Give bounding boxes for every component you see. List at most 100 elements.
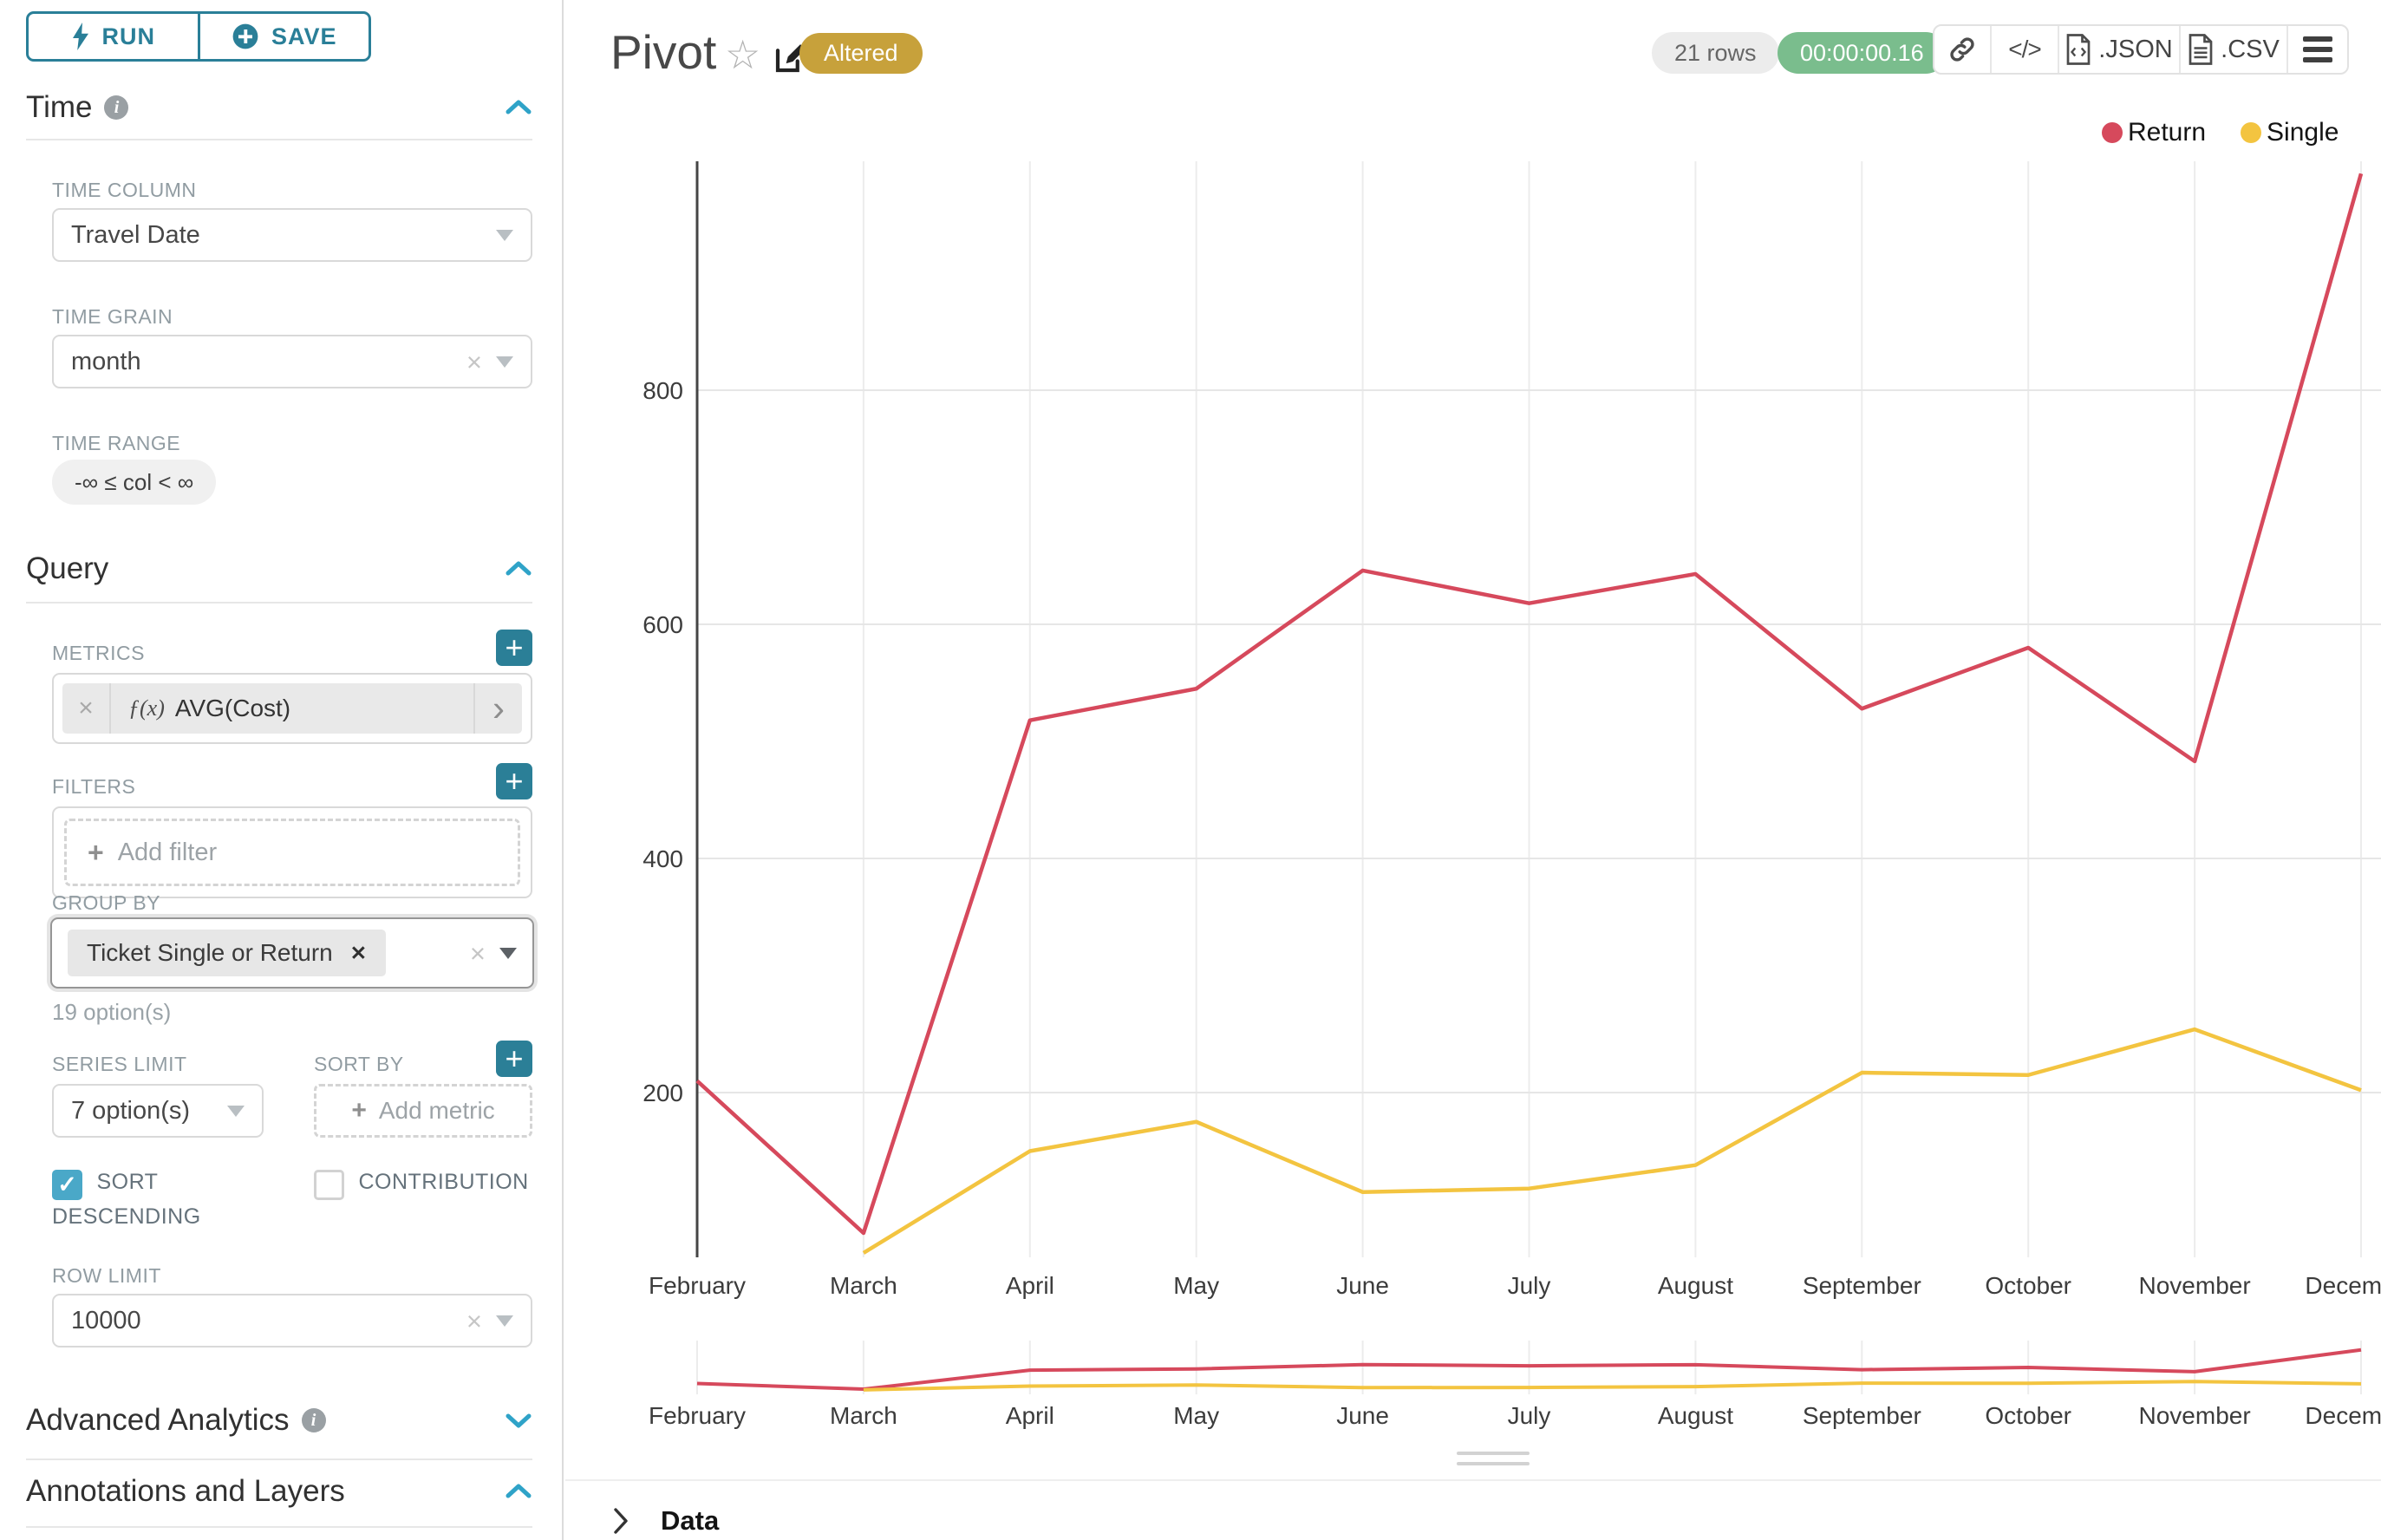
x-axis-month-label: April — [1006, 1272, 1054, 1299]
chart-actions-toolbar: </> .JSON .CSV — [1933, 24, 2349, 75]
add-sort-metric-plus-button[interactable]: + — [496, 1041, 532, 1077]
export-json-label: .JSON — [2098, 35, 2173, 63]
clear-icon[interactable]: × — [466, 346, 482, 377]
preview-month-label: April — [1006, 1402, 1054, 1429]
brush-drag-handle[interactable] — [1457, 1452, 1530, 1472]
menu-icon — [2303, 36, 2332, 62]
time-range-pill[interactable]: -∞ ≤ col < ∞ — [52, 460, 217, 505]
share-link-button[interactable] — [1934, 26, 1990, 73]
y-axis-tick-label: 200 — [643, 1080, 683, 1106]
chart-legend: Return Single — [2102, 118, 2339, 147]
remove-metric-icon[interactable]: × — [78, 694, 94, 722]
group-by-options-hint: 19 option(s) — [52, 999, 172, 1025]
preview-month-label: May — [1173, 1402, 1219, 1429]
more-options-button[interactable] — [2286, 26, 2347, 73]
chevron-up-icon[interactable] — [505, 1483, 532, 1500]
export-csv-label: .CSV — [2221, 35, 2280, 63]
run-button-label: RUN — [101, 23, 155, 49]
checkbox-empty-icon[interactable] — [314, 1170, 344, 1201]
section-divider — [26, 602, 532, 604]
group-by-value: Ticket Single or Return — [87, 939, 333, 966]
link-icon — [1950, 37, 1974, 62]
series-limit-select[interactable]: 7 option(s) — [52, 1084, 264, 1138]
sort-by-add-metric-button[interactable]: + Add metric — [314, 1084, 532, 1138]
plus-icon: + — [505, 630, 524, 665]
add-filter-plus-button[interactable]: + — [496, 763, 532, 799]
query-duration-badge: 00:00:00.16 — [1778, 32, 1947, 74]
sort-by-label: SORT BY — [314, 1053, 404, 1075]
time-section-header[interactable]: Time i — [26, 90, 532, 125]
time-grain-value: month — [71, 347, 141, 375]
remove-value-icon[interactable]: ✕ — [349, 941, 368, 964]
embed-code-button[interactable]: </> — [1990, 26, 2058, 73]
legend-item-return[interactable]: Return — [2102, 118, 2206, 147]
legend-item-single[interactable]: Single — [2241, 118, 2339, 147]
section-divider — [26, 1526, 532, 1528]
add-metric-plus-button[interactable]: + — [496, 630, 532, 666]
series-limit-label: SERIES LIMIT — [52, 1053, 187, 1075]
clear-icon[interactable]: × — [466, 1305, 482, 1336]
altered-badge[interactable]: Altered — [799, 33, 923, 74]
x-axis-month-label: December — [2305, 1272, 2381, 1299]
metrics-label: METRICS — [52, 642, 145, 664]
info-icon: i — [301, 1408, 326, 1432]
time-grain-select[interactable]: month × — [52, 335, 532, 388]
chevron-right-icon — [614, 1508, 628, 1534]
favorite-star-icon[interactable]: ☆ — [725, 32, 761, 77]
chevron-up-icon[interactable] — [505, 560, 532, 578]
clear-icon[interactable]: × — [469, 937, 486, 969]
x-axis-month-label: October — [1985, 1272, 2071, 1299]
x-axis-month-label: February — [649, 1272, 746, 1299]
time-range-value: -∞ ≤ col < ∞ — [75, 468, 194, 495]
export-json-button[interactable]: .JSON — [2058, 26, 2179, 73]
sort-descending-control[interactable]: ✓ SORT DESCENDING — [52, 1165, 251, 1234]
section-divider — [26, 1458, 532, 1460]
export-csv-button[interactable]: .CSV — [2179, 26, 2286, 73]
save-button[interactable]: SAVE — [197, 14, 369, 59]
checkbox-checked-icon[interactable]: ✓ — [52, 1170, 82, 1201]
metric-pill[interactable]: × ƒ(x) AVG(Cost) › — [62, 683, 522, 734]
chevron-down-icon — [227, 1105, 245, 1117]
query-section-header[interactable]: Query — [26, 551, 532, 586]
fx-icon: ƒ(x) — [128, 695, 165, 721]
time-column-value: Travel Date — [71, 220, 200, 249]
preview-month-label: September — [1803, 1402, 1921, 1429]
annotations-header[interactable]: Annotations and Layers — [26, 1474, 532, 1509]
contribution-label: CONTRIBUTION — [358, 1170, 529, 1194]
data-panel-divider — [565, 1479, 2381, 1481]
sort-descending-label: SORT DESCENDING — [52, 1170, 201, 1230]
preview-month-label: December — [2305, 1402, 2381, 1429]
legend-dot-return — [2102, 122, 2123, 143]
legend-label-return: Return — [2128, 118, 2207, 147]
x-axis-month-label: July — [1508, 1272, 1551, 1299]
info-icon: i — [104, 95, 129, 120]
metric-name: AVG(Cost) — [174, 695, 291, 721]
group-by-value-pill[interactable]: Ticket Single or Return ✕ — [68, 930, 387, 976]
csv-file-icon — [2189, 34, 2213, 65]
preview-line-single — [863, 1380, 2362, 1392]
advanced-analytics-header[interactable]: Advanced Analytics i — [26, 1403, 532, 1438]
save-button-label: SAVE — [271, 23, 337, 49]
plus-circle-icon — [232, 23, 258, 49]
preview-month-label: October — [1985, 1402, 2071, 1429]
time-grain-label: TIME GRAIN — [52, 305, 173, 328]
expand-metric-icon[interactable]: › — [493, 688, 505, 729]
code-icon: </> — [2008, 36, 2041, 62]
preview-month-label: November — [2139, 1402, 2251, 1429]
chevron-down-icon[interactable] — [505, 1412, 532, 1429]
row-limit-select[interactable]: 10000 × — [52, 1294, 532, 1348]
chevron-up-icon[interactable] — [505, 99, 532, 116]
run-button[interactable]: RUN — [29, 14, 198, 59]
group-by-select[interactable]: Ticket Single or Return ✕ × — [50, 917, 534, 989]
row-limit-value: 10000 — [71, 1306, 141, 1334]
time-column-select[interactable]: Travel Date — [52, 208, 532, 262]
bolt-icon — [72, 23, 88, 50]
contribution-control[interactable]: CONTRIBUTION — [314, 1165, 539, 1201]
data-panel-toggle[interactable]: Data — [612, 1505, 719, 1537]
group-by-label: GROUP BY — [52, 891, 160, 914]
preview-month-label: August — [1658, 1402, 1733, 1429]
annotations-title: Annotations and Layers — [26, 1474, 345, 1508]
add-filter-button[interactable]: + Add filter — [64, 819, 520, 886]
metrics-control: × ƒ(x) AVG(Cost) › — [52, 673, 532, 744]
preview-month-label: March — [830, 1402, 897, 1429]
